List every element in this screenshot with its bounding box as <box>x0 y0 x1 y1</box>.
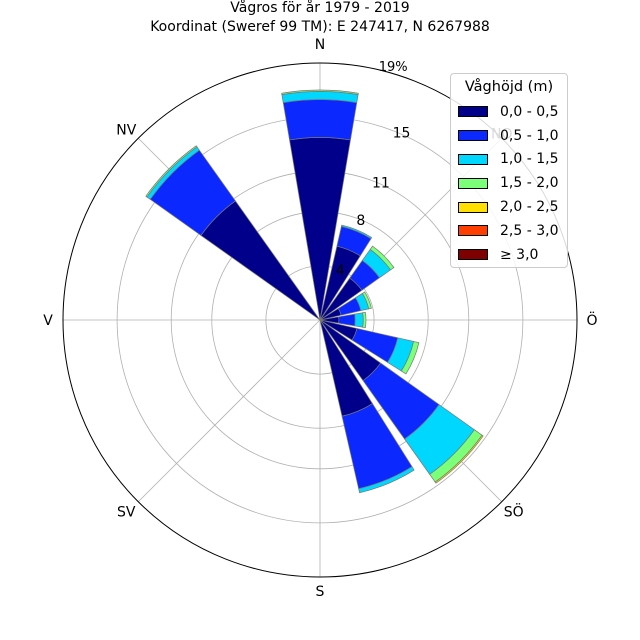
rose-bar-sector1-bin2 <box>341 224 373 240</box>
radial-tick-label: 15 <box>393 126 411 142</box>
direction-label-NV: NV <box>116 122 136 138</box>
direction-label-Ö: Ö <box>586 311 597 329</box>
direction-label-SÖ: SÖ <box>504 503 524 521</box>
legend-title: Våghöjd (m) <box>464 79 554 95</box>
legend-label: ≥ 3,0 <box>500 246 539 263</box>
grid-spoke <box>137 319 321 503</box>
direction-label-SV: SV <box>117 505 136 521</box>
radial-tick-label: 4 <box>336 263 345 279</box>
rose-bar-sector14-bin0 <box>200 200 321 321</box>
chart-subtitle: Koordinat (Sweref 99 TM): E 247417, N 62… <box>150 19 490 35</box>
legend-swatch <box>458 153 488 165</box>
rose-bar-sector7-bin2 <box>358 466 415 494</box>
legend-label: 0,0 - 0,5 <box>500 103 559 120</box>
legend-swatch <box>458 201 488 213</box>
radial-max-label: 19% <box>379 60 408 75</box>
legend-label: 1,0 - 1,5 <box>500 151 559 168</box>
legend-swatch <box>458 225 488 237</box>
radial-tick-label: 8 <box>356 213 365 229</box>
radial-tick-label: 11 <box>372 176 390 192</box>
legend: Våghöjd (m) 0,0 - 0,5 0,5 - 1,0 1,0 - 1,5 1… <box>450 73 568 268</box>
rose-bar-sector5-bin3 <box>400 341 420 375</box>
legend-label: 2,0 - 2,5 <box>500 199 559 216</box>
legend-entry: 1,0 - 1,5 <box>451 148 567 172</box>
legend-entry: 1,5 - 2,0 <box>451 171 567 195</box>
rose-bar-sector0-bin3 <box>281 89 359 96</box>
legend-label: 2,5 - 3,0 <box>500 222 559 239</box>
legend-swatch <box>458 177 488 189</box>
legend-entry: ≥ 3,0 <box>451 243 567 267</box>
legend-label: 0,5 - 1,0 <box>500 127 559 144</box>
chart-title: Vågros för år 1979 - 2019 <box>230 0 410 16</box>
legend-swatch <box>458 106 488 118</box>
direction-label-V: V <box>43 313 53 329</box>
direction-label-N: N <box>315 37 325 53</box>
rose-bar-sector4-bin1 <box>338 313 356 327</box>
legend-swatch <box>458 130 488 142</box>
rose-bar-sector2-bin3 <box>369 245 395 271</box>
legend-label: 1,5 - 2,0 <box>500 175 559 192</box>
legend-entry: 0,0 - 0,5 <box>451 100 567 124</box>
direction-label-S: S <box>316 584 325 600</box>
rose-bar-sector3-bin3 <box>361 291 372 310</box>
legend-entry: 2,5 - 3,0 <box>451 219 567 243</box>
legend-entry: 2,0 - 2,5 <box>451 195 567 219</box>
polar-frame <box>62 62 578 578</box>
rose-bar-sector14-bin3 <box>145 145 198 198</box>
rose-bar-sector4-bin2 <box>354 312 364 328</box>
rose-bar-sector6-bin4 <box>434 434 484 484</box>
legend-swatch <box>458 249 488 261</box>
rose-bar-sector4-bin3 <box>362 311 367 329</box>
legend-entry: 0,5 - 1,0 <box>451 124 567 148</box>
rose-bar-sector0-bin1 <box>282 99 358 141</box>
